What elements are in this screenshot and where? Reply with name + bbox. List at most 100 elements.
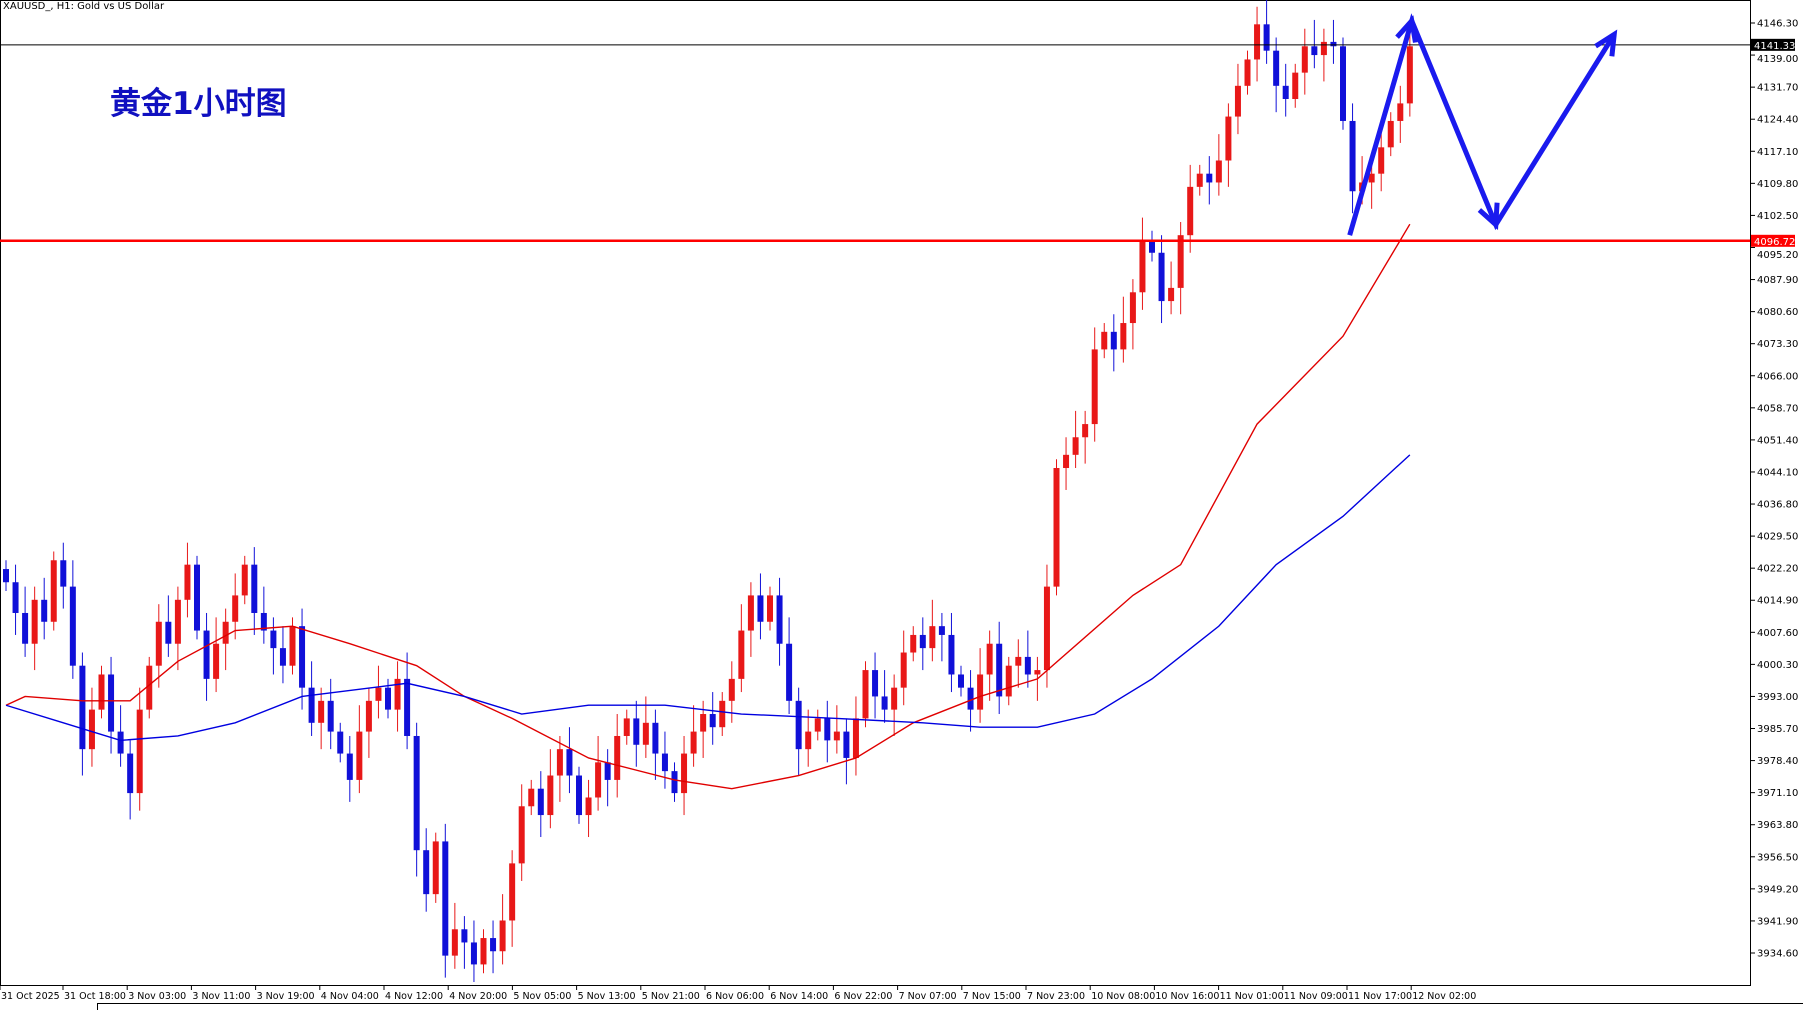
candle — [996, 621, 1003, 715]
candle — [1301, 28, 1308, 95]
y-tick-label: 4109.80 — [1757, 179, 1798, 190]
candle-body — [184, 564, 191, 600]
candle-body — [270, 630, 277, 649]
candle — [98, 665, 105, 719]
candle-body — [1282, 85, 1289, 99]
candle-body — [661, 753, 668, 772]
candle-body — [155, 621, 162, 666]
candle-body — [642, 722, 649, 745]
candle-body — [404, 678, 411, 736]
candle — [929, 599, 936, 662]
candle-body — [1244, 59, 1251, 86]
candle-body — [356, 731, 363, 780]
candle — [270, 617, 277, 675]
candle — [852, 696, 859, 776]
candle — [41, 577, 48, 640]
x-tick-label: 5 Nov 05:00 — [513, 991, 571, 1002]
candle-body — [881, 696, 888, 710]
candle — [442, 823, 449, 978]
candle — [919, 617, 926, 671]
candle — [88, 687, 95, 767]
candle-body — [795, 700, 802, 750]
candle-body — [728, 678, 735, 701]
candle-body — [222, 621, 229, 644]
candle — [986, 630, 993, 701]
candle-body — [958, 674, 964, 688]
candle — [3, 560, 9, 592]
candle — [1082, 410, 1089, 464]
y-tick-label: 4146.30 — [1757, 19, 1798, 30]
candle-body — [843, 731, 850, 758]
candle — [432, 832, 439, 903]
candle-body — [1005, 665, 1012, 697]
scrollbar[interactable] — [97, 1003, 1803, 1010]
candle-body — [833, 731, 840, 741]
candle-body — [490, 938, 497, 952]
candle — [595, 735, 602, 811]
candle — [1311, 19, 1318, 69]
candle — [1015, 639, 1022, 688]
candle — [69, 560, 76, 679]
candle-body — [738, 630, 745, 679]
y-tick-label: 4022.20 — [1757, 564, 1798, 575]
candle-body — [1206, 173, 1213, 183]
candle — [1053, 459, 1060, 596]
price-label-bg — [1751, 38, 1795, 51]
candle-body — [1034, 670, 1041, 675]
candle-body — [337, 731, 344, 754]
y-tick-label: 4058.70 — [1757, 403, 1798, 414]
candle — [872, 652, 879, 719]
candle-body — [1406, 46, 1413, 104]
y-tick-label: 4044.10 — [1757, 467, 1798, 478]
candle-body — [1254, 24, 1261, 60]
y-tick-label: 4087.90 — [1757, 275, 1798, 286]
x-tick-label: 6 Nov 14:00 — [770, 991, 828, 1002]
candle-body — [1158, 252, 1165, 302]
candle-body — [423, 850, 430, 895]
candle-body — [585, 797, 592, 816]
x-tick-label: 3 Nov 03:00 — [128, 991, 186, 1002]
candle — [576, 766, 582, 824]
candle-body — [604, 762, 611, 780]
candle-body — [547, 775, 554, 816]
candle — [203, 612, 210, 701]
candle — [843, 718, 850, 785]
candle — [1101, 323, 1108, 359]
ma-fast-line — [5, 223, 1411, 790]
x-tick-label: 11 Nov 01:00 — [1220, 991, 1284, 1002]
candle — [509, 850, 516, 947]
candle-body — [671, 771, 678, 794]
y-tick-label: 4139.00 — [1757, 54, 1798, 65]
arrowhead-icon — [1594, 29, 1618, 57]
candle-body — [1063, 454, 1070, 469]
candle-body — [566, 749, 573, 776]
chart-title: 黄金1小时图 — [110, 86, 287, 122]
candle-body — [633, 718, 640, 745]
candle — [146, 656, 153, 719]
candle-body — [1196, 173, 1203, 187]
candle-body — [442, 841, 449, 956]
candle — [1320, 28, 1327, 82]
x-tick-label: 7 Nov 07:00 — [899, 991, 957, 1002]
candle-body — [556, 749, 563, 776]
candle — [184, 542, 191, 618]
candle — [1215, 134, 1222, 196]
candle — [1091, 327, 1098, 442]
x-tick-label: 10 Nov 16:00 — [1155, 991, 1219, 1002]
y-tick-label: 3971.10 — [1757, 788, 1798, 799]
candle — [213, 617, 220, 693]
candle — [490, 920, 497, 974]
candle-body — [127, 753, 134, 794]
candle — [1244, 50, 1251, 95]
candle — [22, 586, 29, 657]
x-tick-label: 12 Nov 02:00 — [1412, 991, 1476, 1002]
candle-body — [929, 626, 936, 649]
candle-body — [1072, 437, 1079, 455]
candle — [1158, 235, 1165, 324]
candle-body — [528, 788, 535, 807]
candle-body — [241, 564, 248, 596]
candle — [413, 722, 420, 877]
arrowhead-icon — [1395, 15, 1418, 43]
candle-body — [719, 700, 726, 728]
